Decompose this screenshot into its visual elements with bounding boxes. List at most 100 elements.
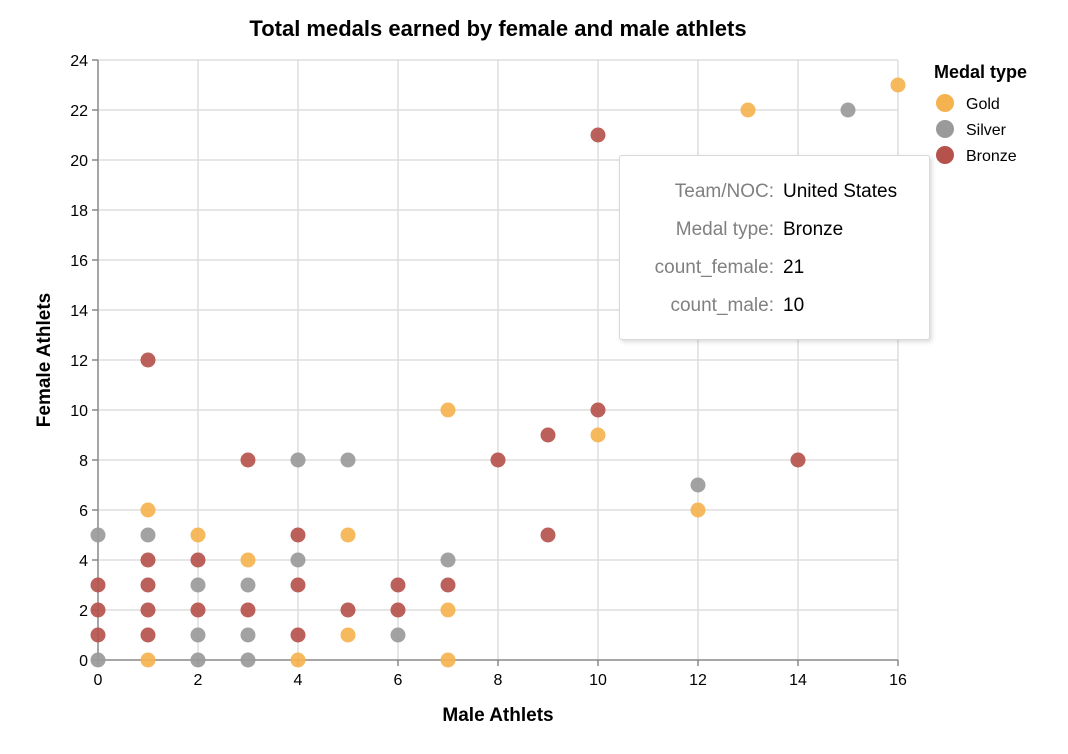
data-point-bronze[interactable] xyxy=(140,627,156,643)
data-point-silver[interactable] xyxy=(340,452,356,468)
legend-swatch-bronze xyxy=(936,146,954,164)
y-tick-label: 16 xyxy=(70,253,88,270)
data-point-gold[interactable] xyxy=(140,502,156,518)
y-tick-label: 14 xyxy=(70,303,88,320)
y-axis-title: Female Athlets xyxy=(34,293,55,427)
tooltip-value: Bronze xyxy=(783,219,844,240)
data-point-bronze[interactable] xyxy=(90,602,106,618)
data-point-bronze[interactable] xyxy=(140,577,156,593)
data-point-silver[interactable] xyxy=(190,652,206,668)
data-point-silver[interactable] xyxy=(140,527,156,543)
x-tick-label: 0 xyxy=(94,672,103,689)
data-point-silver[interactable] xyxy=(240,652,256,668)
tooltip-row-medal-type: Medal type: Bronze xyxy=(620,219,929,243)
data-point-gold[interactable] xyxy=(890,77,906,93)
data-point-silver[interactable] xyxy=(690,477,706,493)
data-point-bronze[interactable] xyxy=(440,577,456,593)
tooltip-row-count-male: count_male: 10 xyxy=(620,295,929,319)
tooltip-key: count_female: xyxy=(654,257,774,278)
y-tick-label: 24 xyxy=(70,53,88,70)
data-point-silver[interactable] xyxy=(240,627,256,643)
data-point-silver[interactable] xyxy=(90,652,106,668)
x-tick-label: 4 xyxy=(294,672,303,689)
data-point-bronze[interactable] xyxy=(290,627,306,643)
data-point-bronze[interactable] xyxy=(240,602,256,618)
x-tick-label: 14 xyxy=(789,672,807,689)
data-point-gold[interactable] xyxy=(290,652,306,668)
data-point-bronze[interactable] xyxy=(540,527,556,543)
legend-label-silver: Silver xyxy=(966,122,1007,139)
data-point-bronze[interactable] xyxy=(290,527,306,543)
data-point-silver[interactable] xyxy=(440,552,456,568)
data-point-silver[interactable] xyxy=(840,102,856,118)
data-point-gold[interactable] xyxy=(140,652,156,668)
tooltip-row-count-female: count_female: 21 xyxy=(620,257,929,281)
data-point-bronze[interactable] xyxy=(140,352,156,368)
y-tick-label: 20 xyxy=(70,153,88,170)
data-point-bronze[interactable] xyxy=(290,577,306,593)
y-tick-label: 6 xyxy=(79,503,88,520)
data-point-silver[interactable] xyxy=(390,627,406,643)
y-tick-label: 10 xyxy=(70,403,88,420)
data-point-bronze[interactable] xyxy=(190,602,206,618)
data-point-bronze[interactable] xyxy=(140,602,156,618)
data-point-gold[interactable] xyxy=(440,652,456,668)
x-tick-label: 12 xyxy=(689,672,707,689)
legend-items: Gold Silver Bronze xyxy=(936,94,1017,165)
data-point-gold[interactable] xyxy=(240,552,256,568)
grid xyxy=(98,59,899,660)
data-point-bronze[interactable] xyxy=(390,602,406,618)
data-point-gold[interactable] xyxy=(740,102,756,118)
y-tick-label: 12 xyxy=(70,353,88,370)
data-point-gold[interactable] xyxy=(690,502,706,518)
y-tick-label: 22 xyxy=(70,103,88,120)
data-point-bronze[interactable] xyxy=(90,577,106,593)
legend-label-bronze: Bronze xyxy=(966,148,1017,165)
data-point-bronze[interactable] xyxy=(190,552,206,568)
data-point-bronze[interactable] xyxy=(340,602,356,618)
data-point-bronze[interactable] xyxy=(240,452,256,468)
data-point-bronze[interactable] xyxy=(790,452,806,468)
y-tick-label: 4 xyxy=(79,553,88,570)
data-point-silver[interactable] xyxy=(290,552,306,568)
data-point-gold[interactable] xyxy=(190,527,206,543)
data-point-bronze[interactable] xyxy=(390,577,406,593)
data-point-gold[interactable] xyxy=(340,527,356,543)
data-point-silver[interactable] xyxy=(240,577,256,593)
y-tick-label: 8 xyxy=(79,453,88,470)
tooltip-key: Medal type: xyxy=(675,219,774,240)
data-point-bronze[interactable] xyxy=(140,552,156,568)
data-point-bronze[interactable] xyxy=(590,402,606,418)
data-point-silver[interactable] xyxy=(90,527,106,543)
data-point-bronze[interactable] xyxy=(90,627,106,643)
data-points xyxy=(90,77,906,668)
x-axis-title: Male Athlets xyxy=(442,705,553,726)
data-point-bronze[interactable] xyxy=(540,427,556,443)
data-point-silver[interactable] xyxy=(190,577,206,593)
tooltip-row-team: Team/NOC: United States xyxy=(620,181,929,205)
x-tick-label: 6 xyxy=(394,672,403,689)
data-point-gold[interactable] xyxy=(440,602,456,618)
legend-title: Medal type xyxy=(934,62,1027,82)
legend: Medal type Gold Silver Bronze xyxy=(934,62,1027,165)
tooltip-key: Team/NOC: xyxy=(674,181,774,202)
x-tick-label: 10 xyxy=(589,672,607,689)
data-point-gold[interactable] xyxy=(440,402,456,418)
legend-swatch-gold xyxy=(936,94,954,112)
data-point-silver[interactable] xyxy=(290,452,306,468)
legend-label-gold: Gold xyxy=(966,96,1000,113)
x-tick-label: 2 xyxy=(194,672,203,689)
tooltip-key: count_male: xyxy=(670,295,774,316)
data-point-tooltip: Team/NOC: United States Medal type: Bron… xyxy=(619,155,930,340)
data-point-gold[interactable] xyxy=(590,427,606,443)
data-point-bronze[interactable] xyxy=(590,127,606,143)
x-tick-label: 16 xyxy=(889,672,907,689)
y-tick-label: 18 xyxy=(70,203,88,220)
tooltip-value: 10 xyxy=(783,295,805,316)
x-tick-label: 8 xyxy=(494,672,503,689)
data-point-bronze[interactable] xyxy=(490,452,506,468)
data-point-silver[interactable] xyxy=(190,627,206,643)
data-point-gold[interactable] xyxy=(340,627,356,643)
